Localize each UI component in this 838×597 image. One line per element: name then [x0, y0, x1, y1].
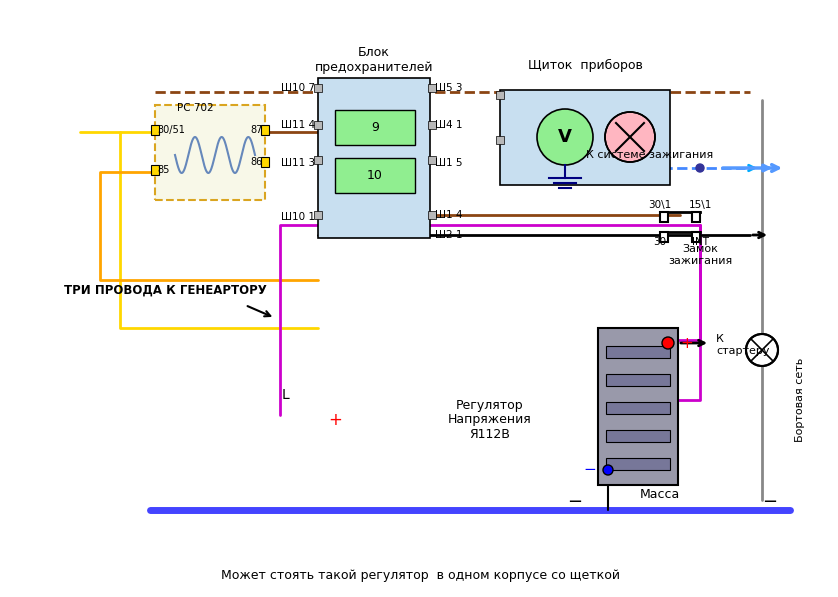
Text: Ш11 4: Ш11 4	[281, 120, 315, 130]
Bar	[318, 78, 430, 238]
Bar	[606, 458, 670, 470]
Circle shape	[605, 112, 655, 162]
Text: Блок
предохранителей: Блок предохранителей	[315, 46, 433, 74]
Text: L: L	[281, 388, 289, 402]
Circle shape	[537, 109, 593, 165]
Text: 30: 30	[654, 237, 666, 247]
Text: ТРИ ПРОВОДА К ГЕНЕАРТОРУ: ТРИ ПРОВОДА К ГЕНЕАРТОРУ	[64, 284, 266, 297]
Text: Замок
зажигания: Замок зажигания	[668, 244, 732, 266]
Bar	[151, 125, 159, 135]
Bar	[428, 156, 436, 164]
Text: 86: 86	[251, 157, 263, 167]
Bar	[314, 84, 322, 92]
Text: Бортовая сеть: Бортовая сеть	[795, 358, 805, 442]
Text: −: −	[763, 493, 778, 511]
Bar	[606, 346, 670, 358]
Bar	[261, 125, 269, 135]
Text: Ш2 1: Ш2 1	[435, 230, 463, 240]
Bar	[500, 90, 670, 185]
Text: INT: INT	[691, 237, 708, 247]
Bar	[606, 402, 670, 414]
Text: К
стартеру: К стартеру	[716, 334, 769, 356]
Text: Щиток  приборов: Щиток приборов	[528, 59, 643, 72]
Text: −: −	[567, 493, 582, 511]
Text: 85: 85	[157, 165, 169, 175]
Text: Ш11 3: Ш11 3	[281, 158, 315, 168]
Bar	[598, 328, 678, 485]
Bar	[692, 232, 700, 242]
Bar	[660, 232, 668, 242]
Text: Ш4 1: Ш4 1	[435, 120, 463, 130]
Text: 30\1: 30\1	[649, 200, 671, 210]
Text: V: V	[558, 128, 572, 146]
Text: Ш1 5: Ш1 5	[435, 158, 463, 168]
Bar	[155, 105, 265, 200]
Text: Масса: Масса	[640, 488, 680, 501]
Bar	[314, 156, 322, 164]
Circle shape	[696, 164, 704, 172]
Text: 87: 87	[251, 125, 263, 135]
Text: К системе зажигания: К системе зажигания	[587, 150, 714, 160]
Bar	[692, 212, 700, 222]
Text: −: −	[583, 463, 596, 478]
Text: Может стоять такой регулятор  в одном корпусе со щеткой: Может стоять такой регулятор в одном кор…	[220, 568, 619, 581]
Text: 30/51: 30/51	[157, 125, 185, 135]
Bar	[151, 165, 159, 175]
Text: 10: 10	[367, 169, 383, 182]
Bar	[428, 121, 436, 129]
Text: Ш10 1: Ш10 1	[281, 212, 315, 222]
Bar	[335, 110, 415, 145]
Text: Регулятор
Напряжения
Я112В: Регулятор Напряжения Я112В	[448, 399, 532, 442]
Bar	[314, 211, 322, 219]
Bar	[261, 157, 269, 167]
Bar	[660, 212, 668, 222]
Bar	[606, 374, 670, 386]
Text: РС 702: РС 702	[177, 103, 214, 113]
Bar	[496, 91, 504, 99]
Bar	[335, 158, 415, 193]
Text: Ш1 4: Ш1 4	[435, 210, 463, 220]
Circle shape	[603, 465, 613, 475]
Text: Ш5 3: Ш5 3	[435, 83, 463, 93]
Circle shape	[746, 334, 778, 366]
Bar	[428, 211, 436, 219]
Bar	[314, 121, 322, 129]
Circle shape	[662, 337, 674, 349]
Bar	[428, 84, 436, 92]
Bar	[496, 136, 504, 144]
Text: Ш10 7: Ш10 7	[281, 83, 315, 93]
Bar	[606, 430, 670, 442]
Text: +: +	[680, 336, 693, 350]
Text: +: +	[328, 411, 342, 429]
Text: 15\1: 15\1	[688, 200, 711, 210]
Text: 9: 9	[371, 121, 379, 134]
